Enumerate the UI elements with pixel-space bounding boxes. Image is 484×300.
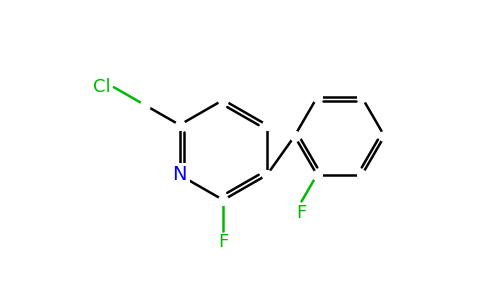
Text: F: F [218,233,228,251]
Text: F: F [296,204,307,222]
Text: Cl: Cl [93,78,111,96]
Text: N: N [172,166,187,184]
